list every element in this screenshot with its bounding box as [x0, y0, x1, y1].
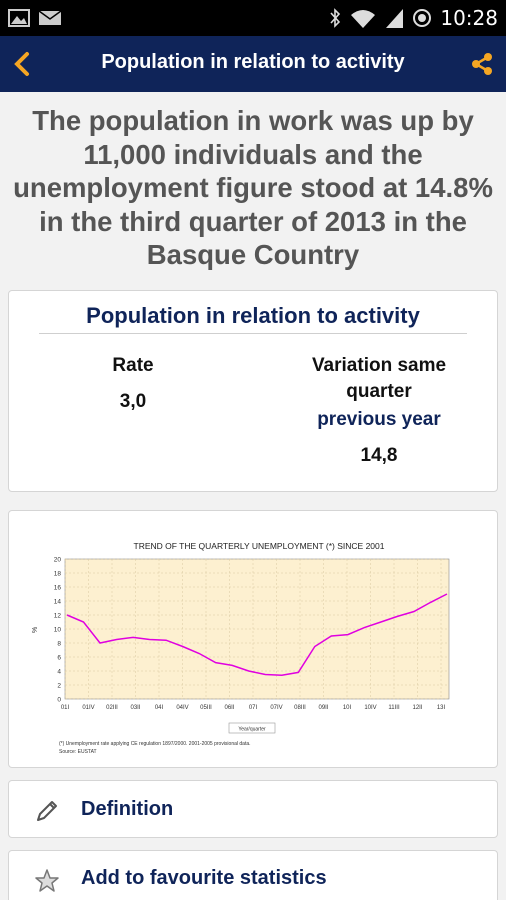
chart-ytick-label: 6 [57, 655, 61, 662]
stats-card-title: Population in relation to activity [39, 303, 467, 334]
chart-xtick-label: 10IV [364, 705, 376, 711]
chart-xtick-label: 10I [343, 705, 352, 711]
chevron-left-icon [14, 52, 29, 76]
chart-ylabel: % [32, 627, 39, 633]
chart-xtick-label: 02III [106, 705, 118, 711]
chart-xtick-label: 05III [200, 705, 212, 711]
chart-xtick-label: 11III [388, 705, 400, 711]
add-favourite-row[interactable]: Add to favourite statistics [8, 850, 498, 900]
chart-xtick-label: 07IV [270, 705, 282, 711]
stats-card: Population in relation to activity Rate … [8, 290, 498, 492]
chart-card[interactable]: TREND OF THE QUARTERLY UNEMPLOYMENT (*) … [8, 510, 498, 768]
chart-xtick-label: 08III [294, 705, 306, 711]
chart-ytick-label: 8 [57, 641, 61, 648]
chart-title: TREND OF THE QUARTERLY UNEMPLOYMENT (*) … [134, 541, 385, 551]
chart-footnote-1: (*) Unemployment rate applying CE regula… [59, 741, 251, 747]
variation-label: Variation same quarter [311, 355, 447, 402]
page-title: Population in relation to activity [101, 51, 405, 73]
chart-xtick-label: 03II [130, 705, 140, 711]
chart-xtick-label: 07I [249, 705, 258, 711]
rate-value: 3,0 [119, 391, 147, 412]
clock: 10:28 [440, 6, 498, 30]
variation-column: Variation same quarter previous year 14,… [279, 353, 479, 467]
battery-icon [413, 9, 432, 27]
mail-icon [38, 10, 62, 25]
chart-ytick-label: 16 [54, 585, 62, 592]
chart-xtick-label: 04I [155, 705, 164, 711]
chart-ytick-label: 10 [54, 627, 62, 634]
gallery-icon [8, 9, 30, 27]
definition-label: Definition [81, 798, 174, 820]
chart-xtick-label: 04IV [176, 705, 188, 711]
chart-xtick-label: 01I [61, 705, 70, 711]
chart-xlegend-box [228, 722, 276, 734]
chart-ytick-label: 20 [54, 557, 62, 564]
chart-xtick-label: 09II [318, 705, 328, 711]
rate-label: Rate [112, 355, 154, 376]
chart-footnote-2: Source: EUSTAT [59, 749, 97, 755]
chart-ytick-label: 4 [57, 669, 61, 676]
chart-xtick-label: 01IV [82, 705, 94, 711]
chart-xtick-label: 13I [437, 705, 446, 711]
definition-row[interactable]: Definition [8, 780, 498, 838]
bluetooth-icon [330, 8, 341, 28]
signal-icon [386, 9, 404, 28]
chart-ytick-label: 12 [54, 613, 62, 620]
share-button[interactable] [466, 48, 498, 80]
chart-ytick-label: 18 [54, 571, 62, 578]
chart-ytick-label: 2 [57, 683, 61, 690]
app-bar: Population in relation to activity [0, 36, 506, 92]
unemployment-chart: TREND OF THE QUARTERLY UNEMPLOYMENT (*) … [32, 541, 450, 755]
chart-ytick-label: 14 [54, 599, 62, 606]
chart-xtick-label: 12II [412, 705, 422, 711]
add-favourite-label: Add to favourite statistics [81, 867, 327, 889]
status-bar: 10:28 [0, 0, 506, 36]
pencil-icon [37, 801, 57, 821]
chart-ytick-label: 0 [57, 697, 61, 704]
wifi-icon [351, 10, 376, 28]
variation-value: 14,8 [360, 445, 398, 466]
headline-text: The population in work was up by 11,000 … [13, 105, 493, 270]
chart-xlegend: Year/quarter [238, 727, 266, 733]
chart-series-line [66, 593, 448, 676]
variation-sublabel: previous year [317, 409, 441, 430]
share-icon [472, 53, 492, 75]
back-button[interactable] [6, 48, 38, 80]
star-icon [35, 869, 59, 892]
chart-xtick-label: 06II [224, 705, 234, 711]
rate-column: Rate 3,0 [83, 353, 183, 413]
